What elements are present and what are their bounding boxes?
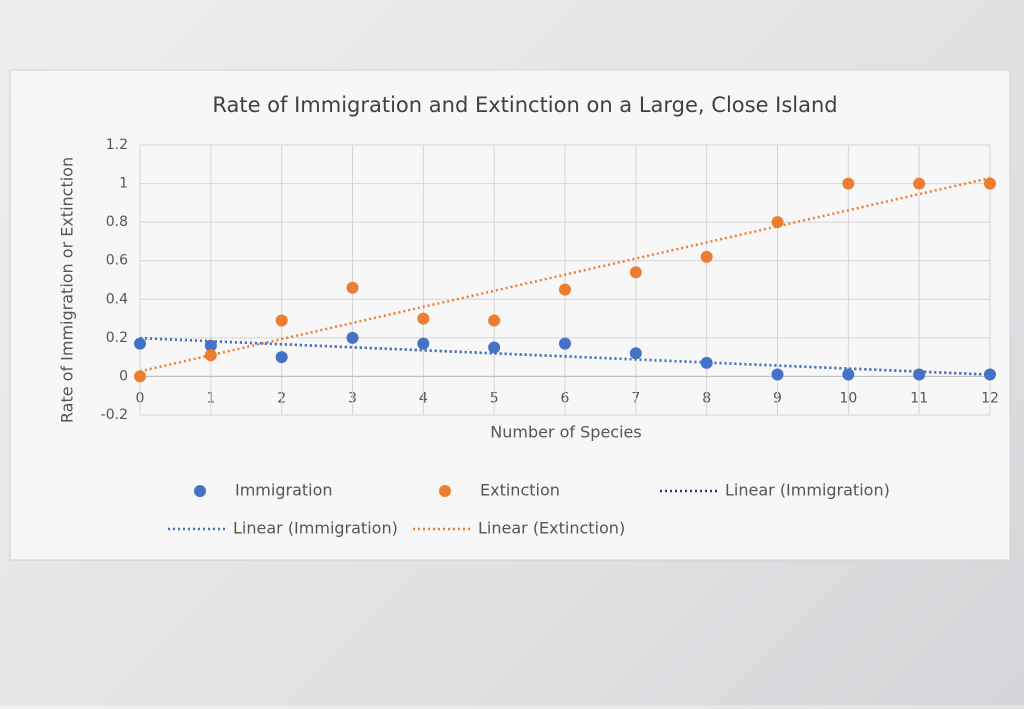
chart-title: Rate of Immigration and Extinction on a … [212, 93, 837, 117]
y-axis-title: Rate of Immigration or Extinction [58, 157, 77, 423]
data-point [417, 337, 430, 350]
chart-area [9, 69, 1011, 561]
x-axis-title: Number of Species [490, 423, 641, 442]
y-tick-label: 0.2 [106, 330, 128, 346]
legend-label: Extinction [480, 481, 560, 500]
y-tick-label: -0.2 [101, 407, 128, 423]
data-point [346, 331, 359, 344]
data-point [629, 347, 642, 360]
legend-marker [194, 485, 206, 497]
data-point [488, 341, 501, 354]
legend-marker [439, 485, 451, 497]
data-point [771, 368, 784, 381]
legend-label: Linear (Extinction) [478, 519, 625, 538]
data-point [134, 370, 146, 383]
trendline [139, 336, 991, 376]
data-point [275, 351, 288, 364]
trendline [139, 176, 991, 373]
y-tick-label: 0.8 [106, 214, 128, 230]
data-point [913, 177, 926, 190]
data-point [842, 368, 855, 381]
data-point [700, 250, 713, 263]
data-point [488, 314, 501, 327]
y-tick-label: 0.4 [106, 291, 128, 307]
y-tick-label: 1 [119, 176, 128, 192]
data-point [629, 266, 642, 279]
data-point [771, 216, 784, 229]
data-point [346, 281, 359, 294]
data-point [204, 349, 217, 362]
data-point [204, 339, 217, 352]
legend-label: Immigration [235, 481, 333, 500]
data-point [134, 337, 146, 350]
y-tick-label: 0 [119, 368, 128, 384]
legend-label: Linear (Immigration) [233, 519, 398, 538]
data-point [559, 337, 571, 350]
data-point [700, 356, 713, 369]
data-point [842, 177, 855, 190]
y-tick-label: 1.2 [106, 137, 128, 153]
y-tick-label: 0.6 [106, 253, 128, 269]
legend-label: Linear (Immigration) [725, 481, 890, 500]
data-point [984, 177, 996, 190]
data-point [984, 368, 996, 381]
data-point [559, 283, 571, 296]
data-point [913, 368, 926, 381]
data-point [417, 312, 430, 325]
data-point [275, 314, 288, 327]
